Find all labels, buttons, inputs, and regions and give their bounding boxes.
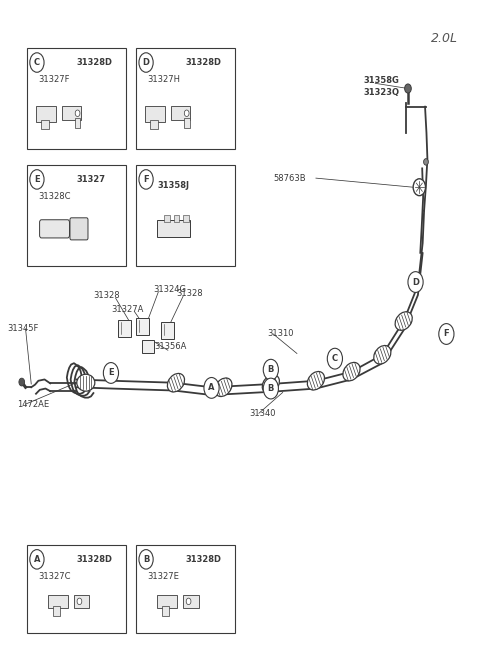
FancyBboxPatch shape [74,595,89,608]
Ellipse shape [343,362,360,381]
Text: 31327C: 31327C [38,572,71,581]
Text: 31358J: 31358J [157,181,190,191]
FancyBboxPatch shape [161,322,174,339]
Text: 31328D: 31328D [76,555,112,564]
Text: A: A [208,383,215,392]
FancyBboxPatch shape [39,220,70,238]
Text: B: B [143,555,149,564]
Circle shape [139,550,153,569]
Text: F: F [444,329,449,339]
Text: 31327F: 31327F [38,75,70,84]
FancyBboxPatch shape [157,220,190,236]
Text: C: C [34,58,40,67]
Text: 1472AE: 1472AE [17,400,49,409]
FancyBboxPatch shape [162,606,168,616]
Text: 2.0L: 2.0L [431,32,457,45]
Text: 31345F: 31345F [8,324,39,333]
Text: A: A [34,555,40,564]
Text: B: B [268,384,274,393]
Text: 31328: 31328 [93,291,120,299]
Text: 31328: 31328 [176,290,203,298]
FancyBboxPatch shape [75,119,80,128]
Ellipse shape [168,373,184,392]
Circle shape [263,360,278,380]
Circle shape [30,170,44,189]
Circle shape [413,179,425,196]
Text: 31340: 31340 [250,409,276,418]
FancyBboxPatch shape [183,215,189,221]
Circle shape [204,377,219,398]
Circle shape [103,363,119,383]
Text: 31310: 31310 [267,329,294,339]
Text: E: E [34,175,40,184]
FancyBboxPatch shape [118,320,132,337]
Text: 31328D: 31328D [185,555,221,564]
Text: 31356A: 31356A [155,343,187,352]
Circle shape [19,378,24,386]
FancyBboxPatch shape [62,106,81,121]
FancyBboxPatch shape [142,340,154,353]
Text: C: C [332,354,338,363]
Text: 58763B: 58763B [274,174,306,183]
FancyBboxPatch shape [136,318,149,335]
FancyBboxPatch shape [48,595,68,608]
Circle shape [263,378,278,399]
FancyBboxPatch shape [26,48,126,149]
FancyBboxPatch shape [136,545,235,633]
FancyBboxPatch shape [70,218,88,240]
Circle shape [184,110,189,117]
Circle shape [424,159,428,165]
Ellipse shape [77,374,95,391]
Text: D: D [412,278,419,286]
FancyBboxPatch shape [145,106,165,122]
Ellipse shape [374,346,391,364]
Text: 31327E: 31327E [147,572,180,581]
Circle shape [327,348,342,369]
Circle shape [439,324,454,345]
FancyBboxPatch shape [150,120,158,130]
Text: 31328D: 31328D [76,58,112,67]
FancyBboxPatch shape [26,545,126,633]
Circle shape [139,53,153,72]
FancyBboxPatch shape [171,106,191,121]
Text: F: F [143,175,149,184]
Circle shape [408,272,423,292]
Text: 31324G: 31324G [154,286,187,294]
Text: D: D [143,58,150,67]
Ellipse shape [307,371,324,390]
Circle shape [405,84,411,93]
Text: 31327A: 31327A [111,305,143,314]
Circle shape [77,598,82,605]
Text: 31323Q: 31323Q [363,88,399,97]
Ellipse shape [395,312,412,330]
FancyBboxPatch shape [183,595,199,608]
FancyBboxPatch shape [36,106,56,122]
Ellipse shape [262,375,279,393]
FancyBboxPatch shape [26,165,126,266]
Text: 31358G: 31358G [363,76,399,85]
Text: E: E [108,369,114,377]
FancyBboxPatch shape [41,120,49,130]
Circle shape [186,598,191,605]
Circle shape [139,170,153,189]
Circle shape [30,53,44,72]
FancyBboxPatch shape [53,606,60,616]
FancyBboxPatch shape [157,595,177,608]
Ellipse shape [215,378,232,396]
FancyBboxPatch shape [184,119,190,128]
Text: B: B [268,365,274,374]
Text: 31328D: 31328D [185,58,221,67]
Circle shape [30,550,44,569]
Text: 31327H: 31327H [147,75,180,84]
FancyBboxPatch shape [174,215,179,221]
FancyBboxPatch shape [136,48,235,149]
Text: 31328C: 31328C [38,192,71,201]
FancyBboxPatch shape [164,215,169,221]
Circle shape [75,110,80,117]
Text: 31327: 31327 [76,175,105,184]
FancyBboxPatch shape [136,165,235,266]
